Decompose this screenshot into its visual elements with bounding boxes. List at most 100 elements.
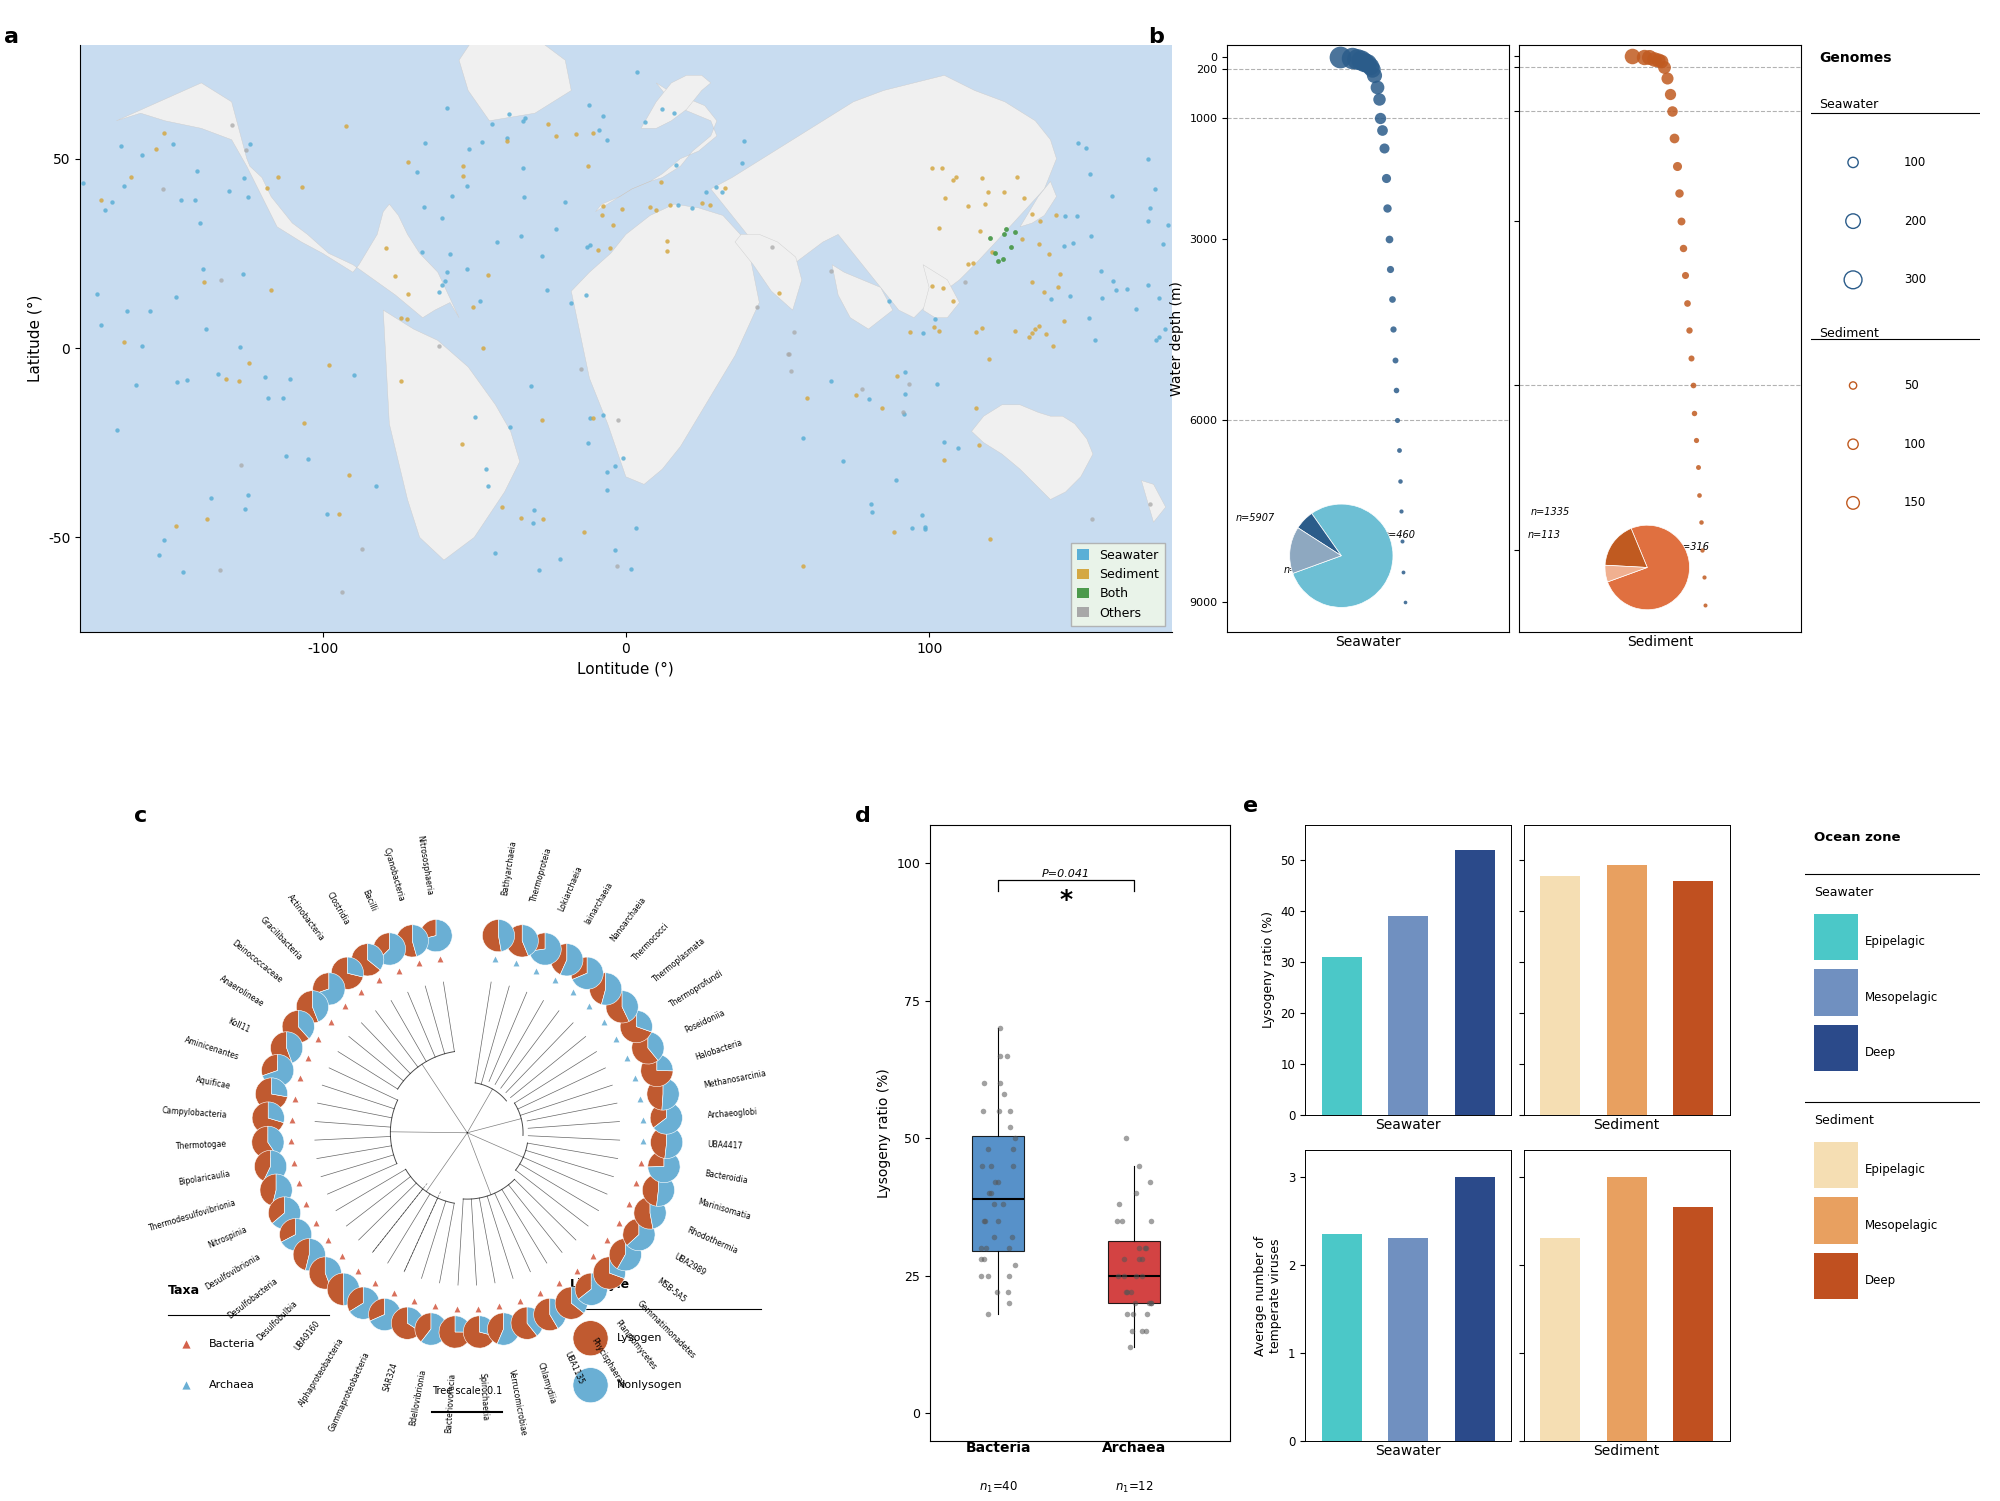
Point [472,474,504,498]
Point [590,477,622,501]
Point [1650,66,1682,90]
Point [450,257,482,281]
Point [300,1211,332,1235]
Point [1124,1247,1156,1271]
Point [426,273,458,297]
Point [478,947,510,971]
Point [1670,264,1702,288]
Point [606,446,638,470]
Point [430,260,462,284]
Point [274,368,306,392]
Wedge shape [530,932,562,965]
Point [312,353,344,377]
Point [1352,51,1384,75]
Point [436,185,468,209]
Wedge shape [632,1031,658,1064]
Point [160,369,192,393]
Point [972,180,1004,204]
Text: Deep: Deep [1864,1046,1896,1060]
Point [994,1115,1026,1139]
Point [586,203,618,227]
Point [526,408,558,432]
Wedge shape [650,1102,666,1127]
Point [1118,1303,1150,1327]
Text: UBA9160: UBA9160 [292,1319,322,1352]
PathPatch shape [972,1136,1024,1252]
Point [994,1099,1026,1123]
Point [398,1289,430,1313]
Point [326,1244,358,1268]
Point [576,122,608,146]
Point [1366,117,1398,141]
Text: Phycisphaerae: Phycisphaerae [588,1336,626,1388]
Wedge shape [344,1273,360,1306]
Point [994,1291,1026,1315]
Point [1028,281,1060,305]
Text: n=316: n=316 [1676,542,1710,552]
Bar [1674,881,1714,1115]
Point [988,222,1020,246]
Point [1384,468,1416,492]
Point [470,458,502,482]
Wedge shape [268,1196,284,1223]
Point [1144,287,1176,311]
Point [700,174,732,198]
Point [540,125,572,149]
Point [558,980,590,1004]
Text: Planctomycetes: Planctomycetes [614,1319,658,1372]
Point [212,179,244,203]
Point [1668,236,1700,260]
Point [544,1271,576,1295]
Point [276,1108,308,1132]
Point [254,278,286,302]
Point [1016,321,1048,345]
Point [1662,182,1694,206]
Point [250,176,282,200]
Point [1374,257,1406,281]
Point [654,192,686,216]
Wedge shape [606,991,630,1024]
Point [890,360,922,384]
Point [1666,209,1698,233]
Point [1042,275,1074,299]
Point [1616,44,1648,68]
Point [1120,1181,1152,1205]
Point [1114,1336,1146,1360]
Point [506,108,538,132]
Point [392,150,424,174]
Point [1356,57,1388,81]
Wedge shape [662,1078,680,1111]
Point [1676,374,1708,398]
Text: Spirochaetia: Spirochaetia [478,1373,490,1421]
Text: Nanoarchaeia: Nanoarchaeia [608,895,648,943]
Point [282,1171,314,1195]
Point [420,1294,452,1318]
Text: Bacilli: Bacilli [360,889,378,913]
X-axis label: Sediment: Sediment [1594,1118,1660,1132]
Point [1030,323,1062,347]
Point [334,462,366,486]
Bar [1814,914,1858,961]
Point [972,1264,1004,1288]
Point [742,294,774,318]
Point [602,1211,634,1235]
Point [968,1099,1000,1123]
Point [390,308,422,332]
Bar [1814,1025,1858,1072]
Point [1684,483,1716,507]
Point [346,980,378,1004]
Point [360,474,392,498]
Wedge shape [610,1238,626,1268]
Point [520,959,552,983]
Wedge shape [622,1219,638,1246]
Point [1116,1280,1148,1304]
Wedge shape [312,991,328,1022]
Point [846,377,878,401]
Point [660,153,692,177]
Text: Desulfovibrionia: Desulfovibrionia [204,1252,262,1291]
Bar [1606,1177,1646,1441]
Wedge shape [348,1286,364,1312]
Point [480,540,512,564]
Point [1054,284,1086,308]
Bar [1322,1234,1362,1441]
